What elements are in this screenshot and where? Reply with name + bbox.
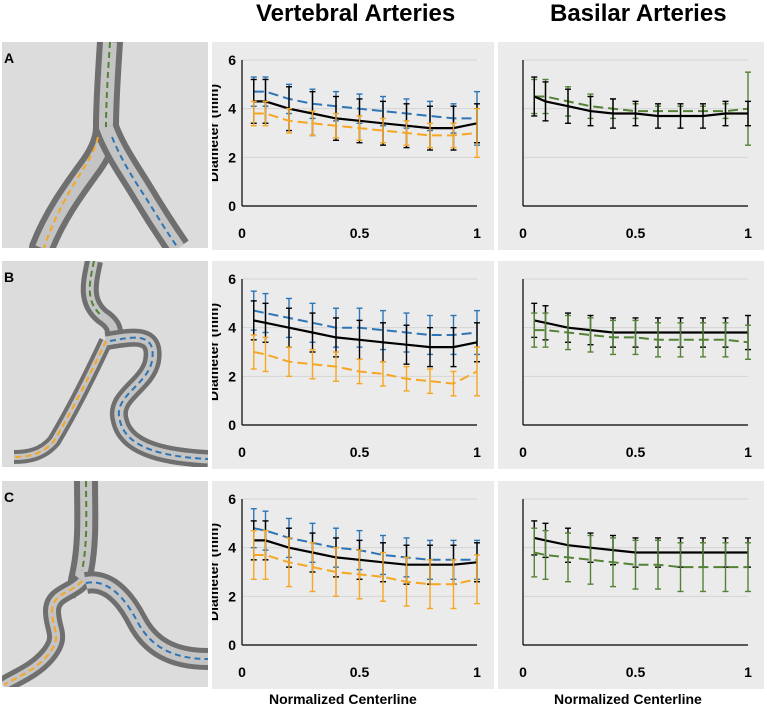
series-line-blue <box>253 90 477 120</box>
series-blue <box>250 76 480 146</box>
chart-b-basilar: 0 0.5 1 <box>519 278 752 460</box>
series-blue <box>250 508 480 581</box>
chart-c-vertebral: 0 2 4 6 0 0.5 1 Diameter (mm) <box>205 491 481 680</box>
x-tick-label: 1 <box>744 444 752 460</box>
chart-a-vertebral: 0 2 4 6 0 0.5 1 Diameter (mm) <box>205 52 481 241</box>
artery-image-c <box>0 480 209 693</box>
row-label-a: A <box>4 50 15 66</box>
row-label-c: C <box>4 489 15 505</box>
x-axis-label-basilar: Normalized Centerline <box>554 691 702 707</box>
vertebral-column-title: Vertebral Arteries <box>256 0 456 27</box>
series-orange <box>250 100 480 159</box>
panel-b-vertebral: 0 2 4 6 0 0.5 1 Diameter (mm) <box>205 261 494 469</box>
y-tick-label: 6 <box>228 491 236 507</box>
x-tick-label: 0.5 <box>350 225 370 241</box>
y-tick-label: 2 <box>228 368 236 384</box>
series-line-blue <box>253 309 478 336</box>
y-tick-label: 6 <box>228 52 236 68</box>
x-tick-label: 1 <box>473 664 481 680</box>
x-tick-label: 0.5 <box>626 664 646 680</box>
y-tick-label: 0 <box>228 637 236 653</box>
x-tick-label: 0.5 <box>626 444 646 460</box>
series-line-orange <box>253 351 478 385</box>
y-axis-title: Diameter (mm) <box>212 84 221 182</box>
y-tick-label: 4 <box>228 101 236 117</box>
panel-c-basilar: 0 0.5 1 <box>498 481 764 689</box>
x-tick-label: 0.5 <box>350 444 370 460</box>
artery-image-b <box>2 259 209 468</box>
series-line-black <box>534 536 748 554</box>
x-tick-label: 0 <box>519 444 527 460</box>
y-tick-label: 2 <box>228 588 236 604</box>
x-tick-label: 0 <box>238 444 246 460</box>
series-orange <box>250 334 480 397</box>
series-line-black <box>533 95 748 118</box>
chart-a-basilar: 0 0.5 1 <box>519 59 752 241</box>
series-black <box>250 300 480 368</box>
y-tick-label: 4 <box>228 320 236 336</box>
series-orange <box>250 529 480 610</box>
y-tick-label: 0 <box>228 198 236 214</box>
series-line-black <box>253 100 478 130</box>
series-green <box>531 527 751 593</box>
series-line-black <box>534 319 748 334</box>
y-axis-title: Diameter (mm) <box>212 523 221 621</box>
x-tick-label: 0 <box>238 664 246 680</box>
panel-b-basilar: 0 0.5 1 <box>498 261 764 469</box>
series-line-orange <box>253 112 478 137</box>
panel-a-basilar: 0 0.5 1 <box>498 42 764 250</box>
x-tick-label: 1 <box>473 225 481 241</box>
y-tick-label: 6 <box>228 271 236 287</box>
x-tick-label: 0.5 <box>350 664 370 680</box>
chart-c-basilar: 0 0.5 1 <box>519 498 752 680</box>
artery-image-a <box>2 29 208 261</box>
series-line-black <box>253 319 478 349</box>
series-line-blue <box>253 527 477 561</box>
x-axis-label-vertebral: Normalized Centerline <box>269 691 417 707</box>
row-label-b: B <box>4 269 15 285</box>
chart-b-vertebral: 0 2 4 6 0 0.5 1 Diameter (mm) <box>205 271 481 460</box>
series-black <box>531 76 751 129</box>
x-tick-label: 1 <box>744 664 752 680</box>
x-tick-label: 1 <box>744 225 752 241</box>
y-tick-label: 2 <box>228 149 236 165</box>
panel-c-vertebral: 0 2 4 6 0 0.5 1 Diameter (mm) <box>205 481 494 689</box>
series-black <box>531 302 751 351</box>
x-tick-label: 0 <box>238 225 246 241</box>
y-axis-title: Diameter (mm) <box>212 303 221 401</box>
y-tick-label: 4 <box>228 540 236 556</box>
panel-a-vertebral: 0 2 4 6 0 0.5 1 Diameter (mm) <box>205 42 494 250</box>
y-tick-label: 0 <box>228 417 236 433</box>
series-black <box>250 78 480 151</box>
basilar-column-title: Basilar Arteries <box>550 0 727 27</box>
series-black <box>531 520 751 568</box>
series-green <box>531 312 751 361</box>
x-tick-label: 1 <box>473 444 481 460</box>
series-line-orange <box>253 554 478 586</box>
series-line-green <box>534 551 748 569</box>
x-tick-label: 0 <box>519 664 527 680</box>
x-tick-label: 0 <box>519 225 527 241</box>
x-tick-label: 0.5 <box>626 225 646 241</box>
series-blue <box>250 290 480 356</box>
